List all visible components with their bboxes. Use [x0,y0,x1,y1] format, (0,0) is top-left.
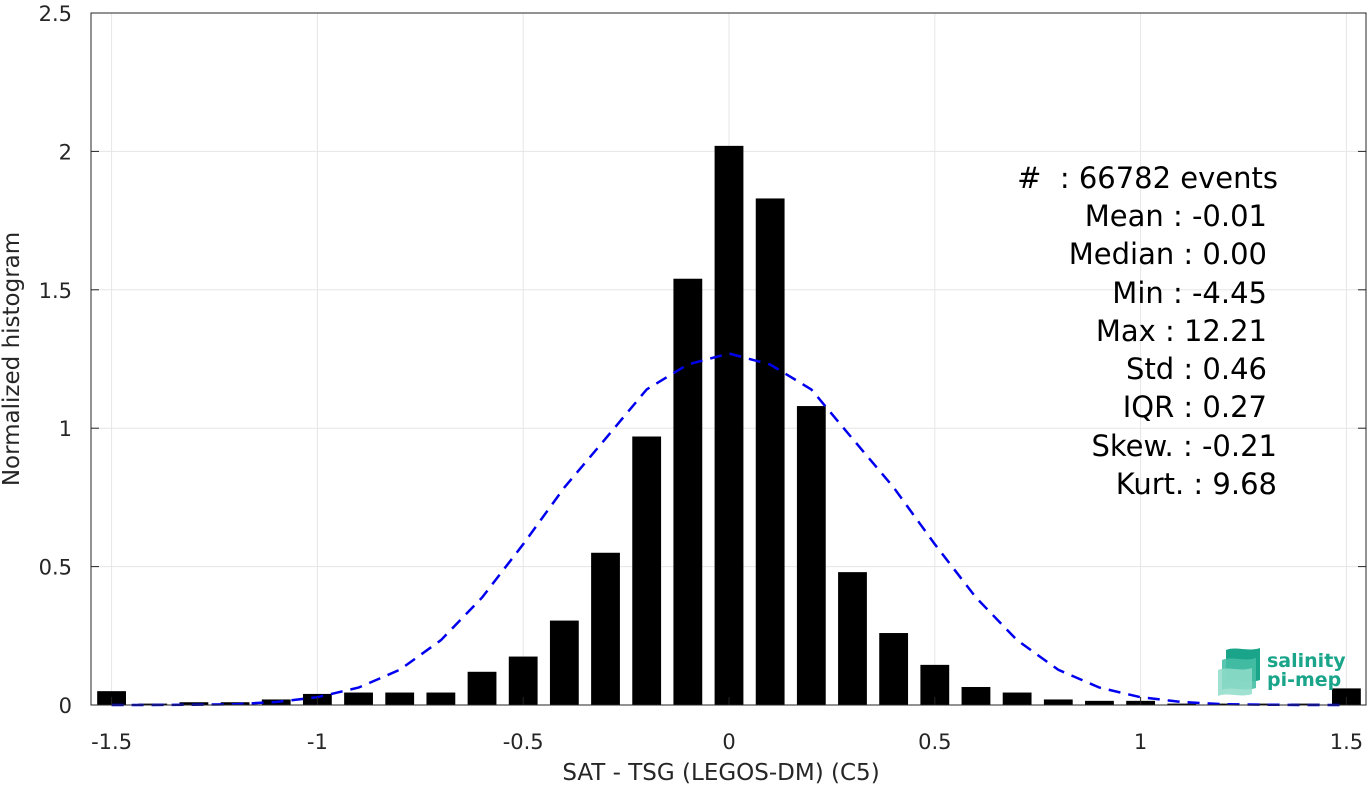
histogram-bar [755,198,785,705]
histogram-bar [796,406,826,705]
histogram-bar [1332,688,1361,705]
x-tick-label: -1.5 [91,730,132,754]
logo-text-salinity: salinity [1267,650,1346,672]
histogram-bar [591,552,620,705]
histogram-bar [1290,703,1320,705]
histogram-bar [1002,692,1032,705]
stat-mean: Mean : -0.01 [1085,199,1267,233]
stat-median: Median : 0.00 [1069,237,1267,271]
histogram-bar [1085,700,1114,705]
histogram-bar [549,620,579,705]
x-tick-label: -0.5 [503,730,544,754]
x-tick-label: -1 [307,730,328,754]
y-tick-label: 0 [59,694,72,718]
histogram-bar [673,278,703,705]
histogram-bar [1208,703,1238,705]
stat-std: Std : 0.46 [1126,352,1267,386]
stat-skewness: Skew. : -0.21 [1091,429,1277,463]
histogram-bar [508,656,538,705]
stat-events: # : 66782 events [1017,161,1278,195]
logo-text-pi-mep: pi-mep [1267,669,1341,691]
stat-min: Min : -4.45 [1112,276,1267,310]
statistics-box: # : 66782 events Mean : -0.01 Median : 0… [1017,161,1278,501]
histogram-bar [961,687,991,705]
histogram-bar [344,692,373,705]
y-tick-label: 1 [59,417,72,441]
histogram-bar [1249,703,1279,705]
y-axis-label: Normalized histogram [0,232,25,486]
histogram-bar [385,692,415,705]
x-tick-label: 1.5 [1330,730,1363,754]
salinity-pi-mep-logo: salinity pi-mep [1218,648,1346,696]
histogram-bar [426,692,456,705]
x-tick-label: 0.5 [918,730,951,754]
histogram-bar [1043,699,1073,705]
axis-ticks: -1.5 -1 -0.5 0 0.5 1 1.5 0 0.5 1 1.5 2 2.5 [39,2,1366,754]
x-tick-label: 0 [722,730,735,754]
x-tick-label: 1 [1134,730,1147,754]
wave-logo-icon [1218,648,1260,696]
histogram-bars [97,145,1361,705]
y-tick-label: 0.5 [39,556,72,580]
histogram-bar [632,436,662,705]
stat-kurtosis: Kurt. : 9.68 [1116,467,1277,501]
x-axis-label: SAT - TSG (LEGOS-DM) (C5) [562,760,879,785]
histogram-bar [879,633,909,705]
y-tick-label: 2.5 [39,2,72,26]
histogram-bar [714,145,744,705]
histogram-bar [467,671,497,705]
stat-max: Max : 12.21 [1096,314,1267,348]
y-tick-label: 1.5 [39,279,72,303]
y-tick-label: 2 [59,140,72,164]
stat-iqr: IQR : 0.27 [1123,390,1267,424]
histogram-bar [1167,703,1197,705]
histogram-bar [838,572,867,705]
